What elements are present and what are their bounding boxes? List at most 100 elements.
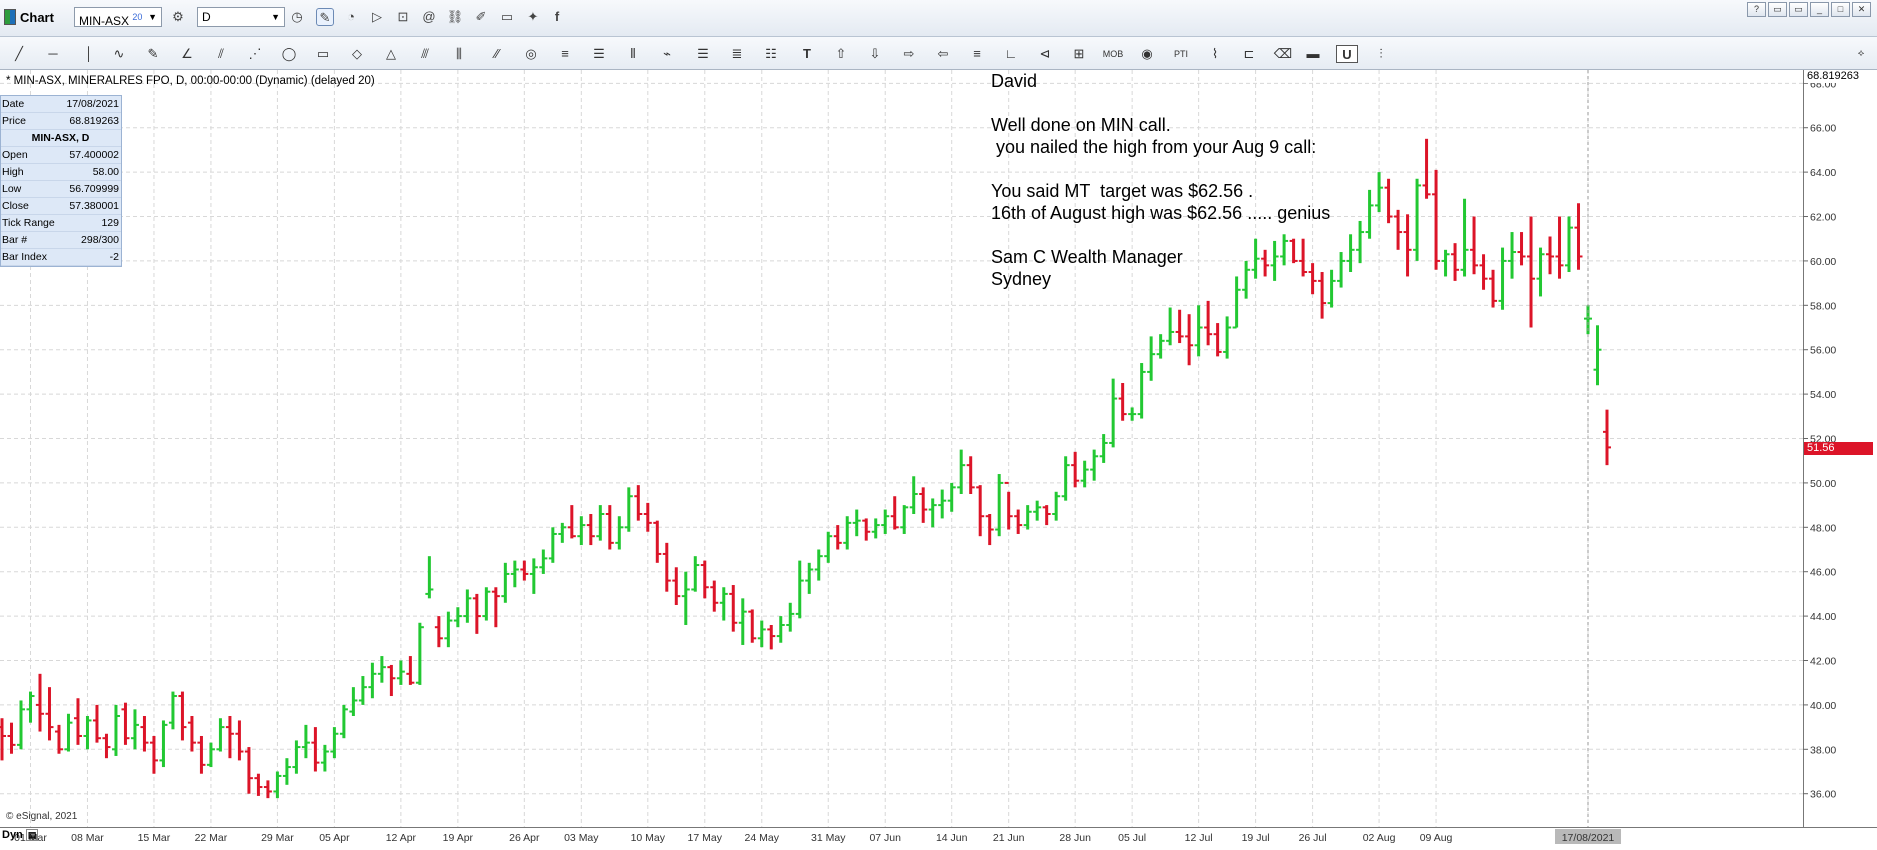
y-tick-label: 36.00 <box>1810 789 1836 801</box>
symbol-combo[interactable]: MIN-ASX 20 ▼ <box>74 7 162 28</box>
arrow-left-icon[interactable]: ⇦ <box>937 46 949 61</box>
ellipse-icon[interactable]: ◯ <box>281 46 297 61</box>
data-window-row: High 58.00 <box>1 164 121 181</box>
ohlc-bar <box>149 735 158 774</box>
time-zones-icon[interactable]: ⫴ <box>630 46 636 61</box>
ohlc-bar <box>301 724 310 759</box>
facebook-icon[interactable]: f <box>554 9 560 24</box>
mob-tool-icon[interactable]: MOB <box>1102 49 1124 59</box>
text-box-icon[interactable]: ⊡ <box>397 9 409 24</box>
channel-tool-icon[interactable]: ⫽ <box>218 46 224 61</box>
gauge-icon[interactable]: ◔ <box>347 9 355 24</box>
restore-icon[interactable]: ▭ <box>1768 2 1787 17</box>
ohlc-bar <box>681 571 690 625</box>
angle-tool-icon[interactable]: ∟ <box>1004 46 1018 61</box>
settings-icon[interactable]: ⚙ <box>172 9 184 24</box>
play-icon[interactable]: ▷ <box>372 9 382 24</box>
arrow-right-icon[interactable]: ⇨ <box>903 46 915 61</box>
wave-count-icon[interactable]: ⌇ <box>1211 46 1219 61</box>
x-tick-label: 01 Mar <box>14 832 47 844</box>
ohlc-bar <box>795 560 804 619</box>
price-label-icon[interactable]: ≡ <box>973 46 981 61</box>
parallel-lines-icon[interactable]: ⁄⁄ <box>494 46 500 61</box>
zigzag-icon[interactable]: ⌁ <box>663 46 671 61</box>
data-window-label: Bar # <box>2 234 28 246</box>
line-tool-icon[interactable]: ╱ <box>15 46 23 61</box>
ohlc-bar <box>168 691 177 730</box>
dynamic-mode-label[interactable]: Dyn ▤ <box>2 829 39 841</box>
vertical-line-icon[interactable]: │ <box>84 46 94 61</box>
x-tick-label: 17/08/2021 <box>1562 832 1615 844</box>
fib-time-icon[interactable]: ☷ <box>765 46 777 61</box>
minimize-icon[interactable]: _ <box>1810 2 1829 17</box>
ohlc-bar <box>1061 456 1070 501</box>
at-icon[interactable]: @ <box>422 9 436 24</box>
rectangle-icon[interactable]: ▭ <box>316 46 330 61</box>
brush-icon[interactable]: ✎ <box>147 46 159 61</box>
wave-tool-icon[interactable]: ∿ <box>113 46 125 61</box>
clock-icon[interactable]: ◷ <box>291 9 303 24</box>
fib-extension-icon[interactable]: ☰ <box>697 46 709 61</box>
arrow-down-icon[interactable]: ⇩ <box>869 46 881 61</box>
chevron-down-icon[interactable]: ▼ <box>148 12 157 22</box>
data-window-row: Close 57.380001 <box>1 198 121 215</box>
eye-icon[interactable]: ◉ <box>1141 46 1153 61</box>
toolbar-options-icon[interactable]: ⟡ <box>1857 48 1865 59</box>
cycle-lines-icon[interactable]: ⫼ <box>456 46 462 61</box>
ohlc-bar <box>748 609 757 643</box>
link-icon[interactable]: ⛓ <box>446 9 464 24</box>
chevron-down-icon[interactable]: ▼ <box>271 12 280 22</box>
properties-icon[interactable]: ⫶ <box>1379 46 1383 61</box>
x-tick-label: 12 Jul <box>1185 832 1213 844</box>
ohlc-bar <box>1441 249 1450 277</box>
ohlc-bar <box>1593 325 1602 386</box>
data-window-row: Low 56.709999 <box>1 181 121 198</box>
fan-tool-icon[interactable]: ∠ <box>181 46 193 61</box>
chat-icon[interactable]: ▭ <box>500 9 514 24</box>
speed-lines-icon[interactable]: ⊲ <box>1039 46 1051 61</box>
ohlc-bar <box>368 662 377 699</box>
ohlc-bar <box>805 562 814 594</box>
ohlc-bar <box>1232 276 1241 329</box>
twitter-icon[interactable]: ✦ <box>527 9 539 24</box>
ohlc-bars <box>0 138 1611 799</box>
comment-icon[interactable]: ▬ <box>1306 46 1320 61</box>
data-window-row: Date 17/08/2021 <box>1 96 121 113</box>
fib-levels-icon[interactable]: ☰ <box>593 46 605 61</box>
triangle-icon[interactable]: △ <box>386 46 396 61</box>
x-tick-label: 29 Mar <box>261 832 294 844</box>
y-tick-label: 46.00 <box>1810 567 1836 579</box>
ohlc-bar <box>1413 178 1422 261</box>
close-icon[interactable]: ✕ <box>1852 2 1871 17</box>
maximize-icon[interactable]: □ <box>1831 2 1850 17</box>
ohlc-bar <box>862 518 871 541</box>
fib-retracement-icon[interactable]: ≡ <box>561 46 569 61</box>
time-axis[interactable] <box>0 827 1877 850</box>
fib-arcs-icon[interactable]: ≣ <box>731 46 743 61</box>
magnet-icon[interactable]: U <box>1336 45 1358 63</box>
pti-tool-icon[interactable]: PTI <box>1173 49 1188 59</box>
text-tool-icon[interactable]: T <box>803 46 811 61</box>
y-tick-label: 60.00 <box>1810 256 1836 268</box>
ohlc-bar <box>453 607 462 628</box>
target-icon[interactable]: ◎ <box>525 46 537 61</box>
horizontal-line-icon[interactable]: ─ <box>48 46 58 61</box>
pencil-icon[interactable]: ✎ <box>316 8 334 26</box>
chart-annotation[interactable]: David Well done on MIN call. you nailed t… <box>991 70 1330 290</box>
eraser-shape-icon[interactable]: ◇ <box>352 46 362 61</box>
ohlc-bar <box>1337 252 1346 288</box>
tile-icon[interactable]: ▭ <box>1789 2 1808 17</box>
calendar-icon[interactable]: ▤ <box>25 829 39 841</box>
gann-fan-icon[interactable]: ⋰ <box>248 46 262 61</box>
chart-area[interactable] <box>0 70 1803 827</box>
regression-icon[interactable]: ⊏ <box>1243 46 1255 61</box>
eraser-icon[interactable]: ⌫ <box>1273 46 1293 61</box>
arrow-up-icon[interactable]: ⇧ <box>835 46 847 61</box>
grid-tool-icon[interactable]: ⊞ <box>1073 46 1085 61</box>
edit-icon[interactable]: ✐ <box>475 9 487 24</box>
interval-combo[interactable]: D ▼ <box>197 7 285 27</box>
pitchfork-icon[interactable]: ⫻ <box>421 46 429 61</box>
annotation-line: Sydney <box>991 269 1052 289</box>
app-title: Chart <box>20 9 54 25</box>
help-icon[interactable]: ? <box>1747 2 1766 17</box>
